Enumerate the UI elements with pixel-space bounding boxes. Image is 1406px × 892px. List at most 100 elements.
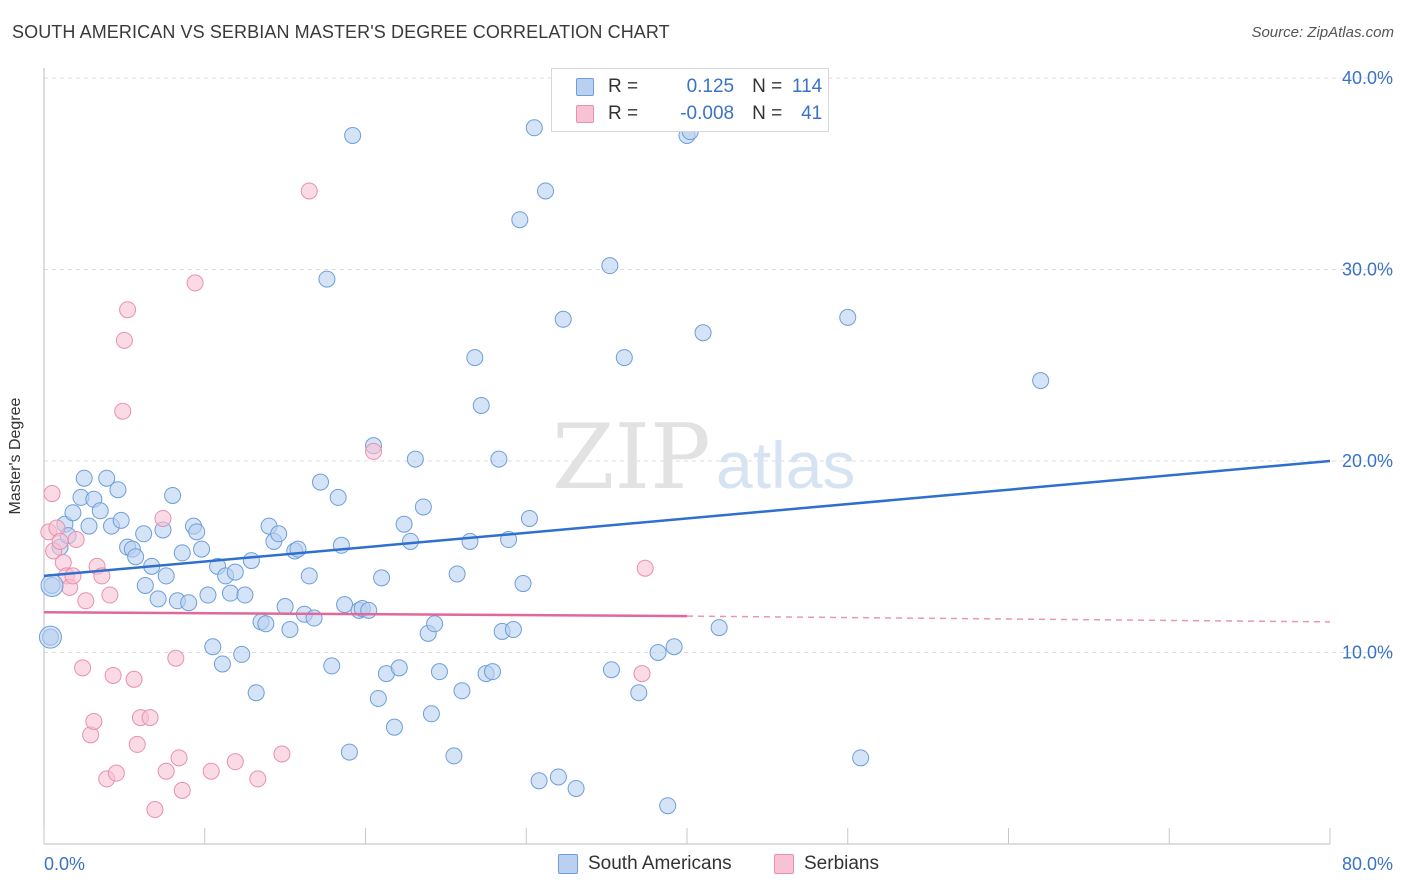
south-american-point <box>430 663 448 681</box>
legend-r-value: -0.008 <box>680 103 735 124</box>
south-american-point <box>281 621 299 639</box>
serbian-trend-line-extension <box>686 615 1331 623</box>
south-american-point <box>360 601 378 619</box>
serbian-point <box>101 586 119 604</box>
serbian-point <box>226 753 244 771</box>
watermark-zip: ZIP <box>552 405 711 510</box>
south-american-point <box>188 523 206 541</box>
serbian-point <box>77 592 95 610</box>
x-tick-label-max: 80.0% <box>1342 854 1393 874</box>
south-american-point <box>390 659 408 677</box>
south-american-point <box>601 257 619 275</box>
south-american-point <box>193 540 211 558</box>
south-american-point <box>520 509 538 527</box>
south-american-trend-line <box>43 459 1331 578</box>
south-american-point <box>422 705 440 723</box>
south-american-point <box>344 126 362 144</box>
south-american-point <box>649 644 667 661</box>
south-american-point <box>694 324 712 342</box>
south-american-point <box>305 609 323 627</box>
serbian-point <box>85 712 103 730</box>
serbian-point <box>249 770 267 788</box>
legend-row-serbians: R = -0.008 N = 41 <box>576 102 822 126</box>
serbian-point <box>67 531 85 549</box>
south-american-point <box>445 747 463 765</box>
south-american-point <box>173 544 191 562</box>
serbian-point <box>365 442 383 460</box>
south-american-point <box>213 655 231 673</box>
serbian-point <box>64 567 82 585</box>
south-american-point <box>204 638 222 656</box>
serbian-point <box>51 532 69 550</box>
south-american-point <box>373 569 391 587</box>
watermark: ZIP atlas <box>552 405 855 510</box>
serbian-point <box>157 762 175 780</box>
south-american-point <box>615 349 633 367</box>
serbian-point <box>43 485 61 503</box>
south-american-point <box>461 532 479 550</box>
south-american-point <box>98 469 116 487</box>
y-tick-label: 40.0% <box>1342 68 1393 88</box>
y-tick-label: 30.0% <box>1342 260 1393 280</box>
serbian-point <box>141 709 159 727</box>
y-tick-label: 10.0% <box>1342 643 1393 663</box>
south-american-point <box>149 590 167 608</box>
serbian-point <box>115 331 133 349</box>
legend-r-value: 0.125 <box>686 76 735 97</box>
south-american-point <box>490 450 508 468</box>
serbian-point <box>633 665 651 683</box>
south-american-point <box>839 308 857 326</box>
legend-n-label: N = <box>752 103 783 124</box>
south-american-point <box>236 586 254 604</box>
serbian-point <box>146 801 164 819</box>
south-american-point <box>852 749 870 767</box>
south-american-point <box>136 576 154 594</box>
south-american-point <box>1032 372 1050 390</box>
chart-title: SOUTH AMERICAN VS SERBIAN MASTER'S DEGRE… <box>12 22 670 42</box>
bottom-legend-swatch-pink <box>774 854 794 874</box>
south-american-point <box>233 645 251 663</box>
serbian-point <box>128 735 146 753</box>
serbian-point <box>300 182 318 200</box>
south-american-point <box>395 515 413 533</box>
south-american-point <box>91 502 109 520</box>
south-american-point <box>369 689 387 707</box>
south-american-point <box>270 525 288 543</box>
serbian-point <box>167 649 185 667</box>
south-american-point-large <box>40 573 64 597</box>
legend-r-label: R = <box>608 76 639 97</box>
south-american-point <box>448 565 466 583</box>
south-american-point <box>276 598 294 616</box>
south-american-point <box>300 567 318 585</box>
serbian-point <box>186 274 204 292</box>
south-american-point <box>318 270 336 288</box>
south-american-point <box>112 511 130 529</box>
south-american-point <box>514 575 532 593</box>
serbian-point <box>125 670 143 688</box>
south-american-point <box>75 469 93 487</box>
serbian-point <box>273 745 291 763</box>
serbian-point <box>114 402 132 420</box>
legend-r-label: R = <box>608 103 639 124</box>
south-american-point <box>242 552 260 570</box>
south-american-point <box>180 594 198 612</box>
legend: R = 0.125 N = 114 R = -0.008 N = 41 <box>551 68 829 132</box>
south-american-point <box>504 621 522 639</box>
south-american-point <box>157 567 175 585</box>
legend-swatch-pink <box>576 105 594 123</box>
south-american-point <box>64 504 82 522</box>
serbian-point <box>104 666 122 684</box>
south-american-point <box>710 619 728 637</box>
south-american-point <box>199 586 217 604</box>
south-american-point <box>453 682 471 700</box>
south-american-point <box>665 638 683 656</box>
south-american-point <box>257 615 275 633</box>
bottom-legend-south-americans: South Americans <box>558 852 732 876</box>
data-points <box>38 119 1050 819</box>
south-american-point <box>554 310 572 328</box>
serbian-point <box>107 764 125 782</box>
south-american-point <box>530 772 548 790</box>
south-american-point <box>164 486 182 504</box>
south-american-point <box>630 684 648 702</box>
south-american-point <box>340 743 358 761</box>
